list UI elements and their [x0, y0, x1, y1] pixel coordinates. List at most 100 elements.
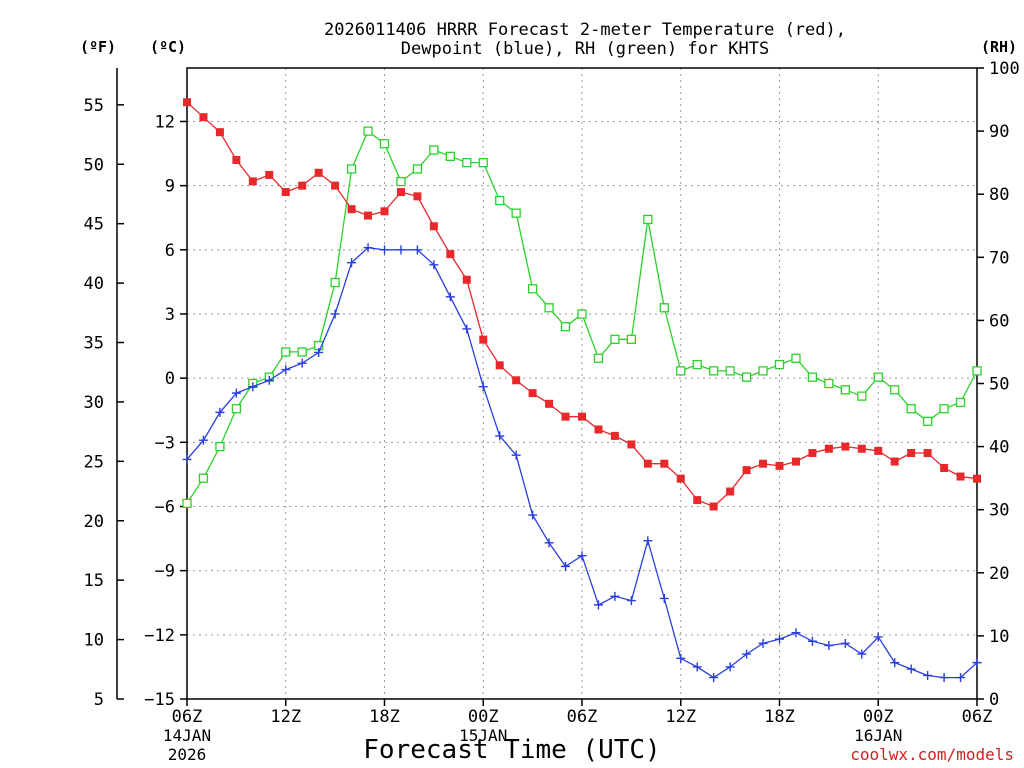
temperature-point: [643, 459, 652, 468]
dewpoint-point: [742, 649, 752, 659]
rh-point: [791, 353, 801, 363]
rh-point: [840, 385, 850, 395]
temperature-point: [627, 440, 636, 449]
temperature-point: [331, 181, 340, 190]
x-axis-title: Forecast Time (UTC): [363, 735, 660, 765]
fahrenheit-tick-label: 40: [84, 274, 104, 294]
temperature-point: [248, 177, 257, 186]
temperature-point: [973, 474, 981, 483]
temperature-point: [215, 128, 224, 137]
time-tick-label: 00Z: [863, 707, 894, 727]
temperature-point: [364, 211, 373, 220]
rh-tick-label: 90: [989, 122, 1009, 142]
rh-point: [396, 176, 406, 187]
temperature-point: [742, 466, 751, 475]
dewpoint-point: [807, 636, 817, 646]
dewpoint-point: [412, 245, 422, 255]
rh-point: [676, 366, 686, 376]
rh-point: [890, 385, 900, 395]
rh-point: [297, 347, 307, 357]
dewpoint-point: [906, 664, 916, 674]
time-tick-label: 06Z: [962, 707, 993, 727]
temperature-point: [298, 181, 307, 190]
dewpoint-point: [709, 673, 719, 683]
celsius-tick-label: 3: [165, 305, 175, 325]
rh-point: [922, 416, 933, 427]
temperature-point: [429, 222, 438, 231]
dewpoint-point: [264, 375, 274, 385]
celsius-tick-label: −3: [155, 433, 175, 453]
rh-point: [626, 334, 637, 344]
dewpoint-point: [182, 454, 192, 464]
dewpoint-point: [198, 435, 208, 445]
temperature-point: [265, 170, 274, 179]
dewpoint-point: [215, 407, 225, 417]
dewpoint-point: [462, 324, 472, 334]
temperature-point: [479, 335, 488, 344]
fahrenheit-tick-label: 5: [94, 690, 104, 710]
celsius-tick-label: −12: [144, 626, 175, 646]
rh-point: [774, 359, 785, 370]
dewpoint-point: [544, 538, 554, 548]
time-tick-label: 06Z: [567, 707, 598, 727]
dewpoint-point: [231, 388, 241, 398]
dewpoint-point: [725, 662, 735, 672]
temperature-point: [824, 444, 833, 453]
celsius-tick-label: 9: [165, 177, 175, 197]
temperature-point: [726, 487, 735, 496]
rh-tick-label: 100: [989, 59, 1020, 79]
temperature-point: [693, 496, 702, 505]
dewpoint-point: [873, 632, 883, 642]
rh-point: [544, 303, 554, 313]
temperature-point: [775, 461, 784, 470]
dewpoint-point: [890, 658, 900, 668]
rh-point: [692, 359, 702, 370]
date-label: 15JAN: [459, 726, 507, 745]
rh-point: [610, 334, 620, 344]
temperature-point: [907, 449, 916, 458]
rh-point: [972, 366, 982, 376]
rh-point: [873, 372, 883, 382]
temperature-point: [759, 459, 768, 468]
temperature-point: [528, 389, 537, 398]
chart-title-line1: 2026011406 HRRR Forecast 2-meter Tempera…: [324, 20, 846, 40]
temperature-point: [545, 399, 554, 408]
rh-point: [807, 372, 818, 382]
dewpoint-point: [561, 561, 571, 571]
temperature-point: [808, 449, 817, 458]
dewpoint-point: [758, 638, 768, 648]
rh-point: [445, 151, 455, 161]
dewpoint-point: [692, 662, 702, 672]
rh-tick-label: 20: [989, 564, 1009, 584]
temperature-point: [446, 250, 455, 259]
temperature-point: [709, 502, 718, 511]
fahrenheit-tick-label: 25: [84, 452, 104, 472]
temperature-point: [462, 275, 471, 284]
dewpoint-point: [495, 431, 505, 441]
credit-text: coolwx.com/models: [850, 745, 1014, 764]
temperature-point: [676, 474, 685, 483]
rh-point: [215, 441, 225, 452]
rh-point: [939, 404, 949, 414]
rh-point: [725, 366, 735, 376]
temperature-point: [413, 192, 422, 201]
rh-point: [643, 214, 653, 225]
rh-point: [906, 404, 916, 414]
celsius-tick-label: 6: [165, 241, 175, 261]
temperature-point: [380, 207, 389, 216]
fahrenheit-tick-label: 30: [84, 393, 104, 413]
plot-frame: [186, 67, 978, 700]
dewpoint-point: [478, 382, 488, 392]
rh-series: [182, 126, 982, 509]
rh-point: [758, 366, 768, 376]
dewpoint-point: [396, 245, 406, 255]
temperature-point: [923, 449, 932, 458]
rh-tick-label: 50: [989, 375, 1009, 395]
dewpoint-point: [281, 365, 291, 375]
temperature-point: [199, 113, 208, 122]
dewpoint-point: [610, 591, 620, 601]
dewpoint-point: [429, 260, 439, 270]
rh-point: [857, 391, 867, 401]
